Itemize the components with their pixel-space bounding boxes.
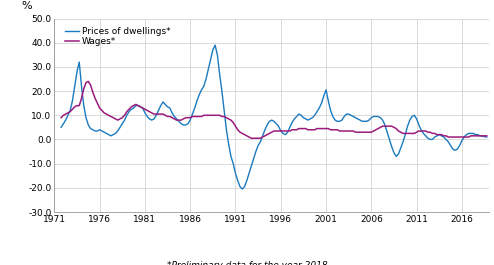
Prices of dwellings* (58, 126, 64, 129)
Wages* (151, 112, 157, 116)
Wages* (248, 137, 254, 140)
Prices of dwellings* (266, 120, 272, 123)
Text: %: % (22, 1, 33, 11)
Wages* (74, 104, 80, 107)
Wages* (402, 132, 408, 135)
Wages* (339, 129, 345, 132)
Prices of dwellings* (74, 70, 80, 73)
Wages* (266, 132, 272, 135)
Prices of dwellings* (149, 118, 155, 122)
Wages* (484, 134, 490, 138)
Prices of dwellings* (339, 118, 345, 122)
Wages* (407, 132, 413, 135)
Legend: Prices of dwellings*, Wages*: Prices of dwellings*, Wages* (63, 25, 172, 48)
Prices of dwellings* (407, 118, 413, 122)
Wages* (85, 80, 91, 83)
Prices of dwellings* (212, 43, 218, 47)
Prices of dwellings* (402, 133, 408, 136)
Prices of dwellings* (484, 135, 490, 139)
Line: Prices of dwellings*: Prices of dwellings* (61, 45, 487, 189)
Text: *Preliminary data for the year 2018: *Preliminary data for the year 2018 (166, 261, 328, 265)
Line: Wages*: Wages* (61, 81, 487, 138)
Prices of dwellings* (239, 187, 245, 191)
Wages* (58, 116, 64, 119)
